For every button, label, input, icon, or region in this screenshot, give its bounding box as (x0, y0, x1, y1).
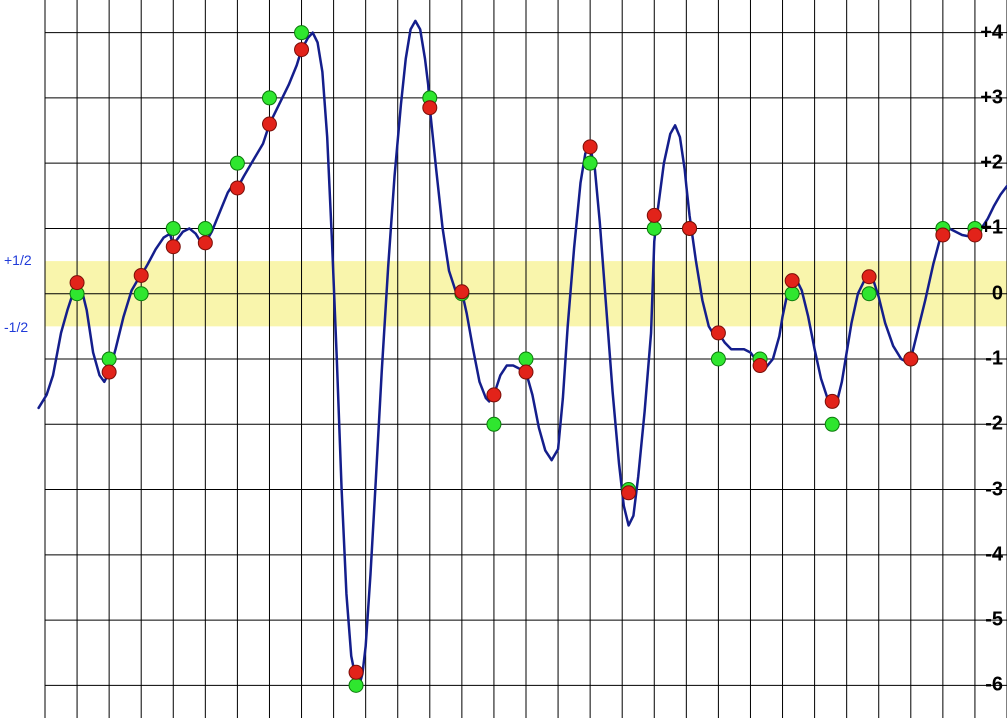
half-label-negative: -1/2 (4, 319, 28, 335)
half-label-positive: +1/2 (4, 252, 32, 268)
signal-quantization-chart: +4 +3 +2 +1 0 -1 -2 -3 -4 -5 -6 +1/2 -1/2 (0, 0, 1007, 728)
y-tick-label: -1 (960, 348, 1007, 371)
y-tick-label: +1 (960, 217, 1007, 240)
y-tick-label: -6 (960, 674, 1007, 697)
y-tick-label: -5 (960, 609, 1007, 632)
y-tick-label: 0 (960, 282, 1007, 305)
y-tick-label: +2 (960, 152, 1007, 175)
y-tick-label: -2 (960, 413, 1007, 436)
y-tick-label: -3 (960, 478, 1007, 501)
y-tick-label: -4 (960, 543, 1007, 566)
y-tick-label: +4 (960, 21, 1007, 44)
y-tick-label: +3 (960, 86, 1007, 109)
chart-svg (0, 0, 1007, 728)
